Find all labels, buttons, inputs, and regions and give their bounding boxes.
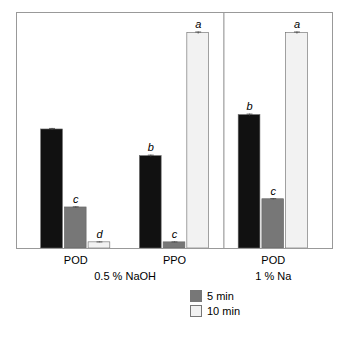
svg-text:a: a [294,18,300,30]
svg-text:c: c [172,228,178,240]
svg-text:POD: POD [64,254,88,266]
svg-text:c: c [73,193,79,205]
html-text:10 min: 10 min [207,305,240,317]
svg-text:b: b [246,100,252,112]
svg-text:1 % Na: 1 % Na [255,270,292,282]
svg-text:a: a [195,18,201,30]
html-text:5 min: 5 min [207,290,234,302]
svg-text:0.5 % NaOH: 0.5 % NaOH [94,270,156,282]
svg-text:PPO: PPO [163,254,187,266]
svg-text:d: d [96,228,103,240]
svg-text:POD: POD [261,254,285,266]
svg-text:c: c [271,185,277,197]
svg-text:b: b [148,141,154,153]
